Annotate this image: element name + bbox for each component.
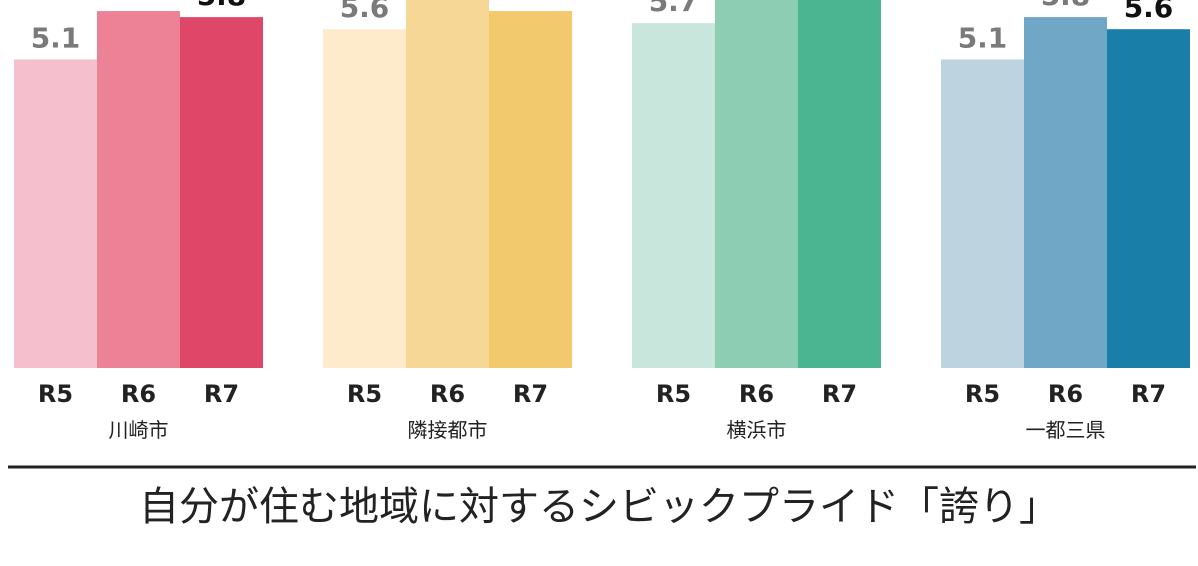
category-tick-label: R5 — [656, 380, 691, 408]
chart-title: 自分が住む地域に対するシビックプライド「誇り」 — [139, 484, 1059, 530]
data-label: 5.7 — [649, 0, 699, 18]
bar — [632, 23, 715, 369]
bar — [406, 0, 489, 368]
bar — [715, 0, 798, 369]
bar — [14, 59, 97, 368]
data-label: 5.8 — [197, 0, 247, 12]
bar — [323, 29, 406, 368]
category-tick-label: R5 — [965, 380, 1000, 408]
data-label: 5.1 — [958, 21, 1008, 54]
bar-group: 5.6R56.3R65.9R7隣接都市 — [323, 0, 572, 442]
data-label: 5.9 — [506, 0, 556, 6]
category-tick-label: R7 — [1131, 380, 1166, 408]
bar — [798, 0, 881, 368]
category-tick-label: R6 — [1048, 380, 1083, 408]
bar — [97, 11, 180, 369]
category-tick-label: R7 — [204, 380, 239, 408]
group-label: 隣接都市 — [408, 418, 488, 442]
data-label: 5.6 — [340, 0, 390, 24]
category-tick-label: R6 — [430, 380, 465, 408]
group-label: 川崎市 — [109, 418, 169, 442]
group-label: 横浜市 — [727, 418, 787, 442]
bar — [489, 11, 572, 369]
data-label: 5.6 — [1124, 0, 1174, 24]
bar — [180, 17, 263, 368]
bar — [941, 59, 1024, 368]
data-label: 5.1 — [31, 21, 81, 54]
data-label: 5.8 — [1041, 0, 1091, 12]
bar — [1024, 17, 1107, 368]
data-label: 5.9 — [114, 0, 164, 6]
bar-group: 5.7R56.2R66.1R7横浜市 — [632, 0, 881, 442]
category-tick-label: R5 — [347, 380, 382, 408]
category-tick-label: R5 — [38, 380, 73, 408]
category-tick-label: R7 — [513, 380, 548, 408]
category-tick-label: R6 — [121, 380, 156, 408]
category-tick-label: R7 — [822, 380, 857, 408]
group-label: 一都三県 — [1026, 418, 1106, 442]
category-tick-label: R6 — [739, 380, 774, 408]
bar-group: 5.1 R5 5.8 R6 5.6 R7 一都三県 — [941, 0, 1190, 442]
bar — [1107, 29, 1190, 368]
bar-group: 5.1 R5 5.9 R6 5.8 R7 川崎市 — [14, 0, 263, 442]
bars-layer: 5.1R55.9R65.8R7川崎市5.6R56.3R65.9R7隣接都市5.7… — [14, 0, 1190, 442]
